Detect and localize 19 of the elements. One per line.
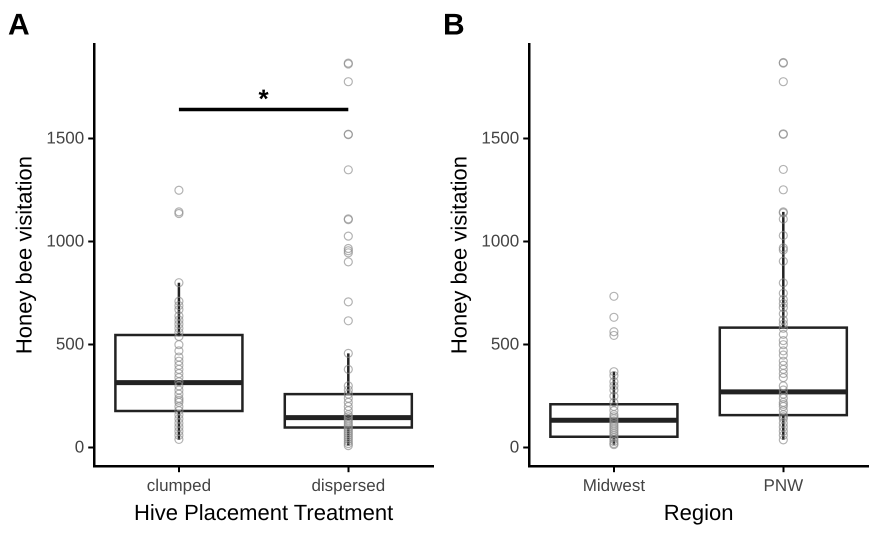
y-tick-label: 0: [74, 437, 84, 456]
chart-title: A: [8, 8, 30, 42]
y-tick-label: 500: [490, 334, 520, 354]
x-tick-label: clumped: [146, 476, 212, 496]
x-axis-title: Region: [664, 500, 734, 525]
y-tick-label: 0: [510, 437, 520, 456]
y-tick-label: 500: [56, 334, 84, 354]
annotation: *: [258, 84, 270, 114]
y-tick-label: 1000: [481, 231, 520, 250]
chart-title: B: [443, 8, 465, 42]
x-tick-label: PNW: [763, 476, 804, 496]
y-tick-label: 1500: [46, 128, 84, 148]
y-axis-title: Honey bee visitation: [446, 156, 472, 354]
y-tick-label: 1500: [481, 128, 520, 148]
y-tick-label: 1000: [46, 231, 84, 250]
x-tick-label: Midwest: [582, 476, 646, 496]
x-axis-title: Hive Placement Treatment: [134, 500, 394, 525]
y-axis-title: Honey bee visitation: [11, 156, 36, 354]
x-tick-label: dispersed: [311, 476, 386, 496]
